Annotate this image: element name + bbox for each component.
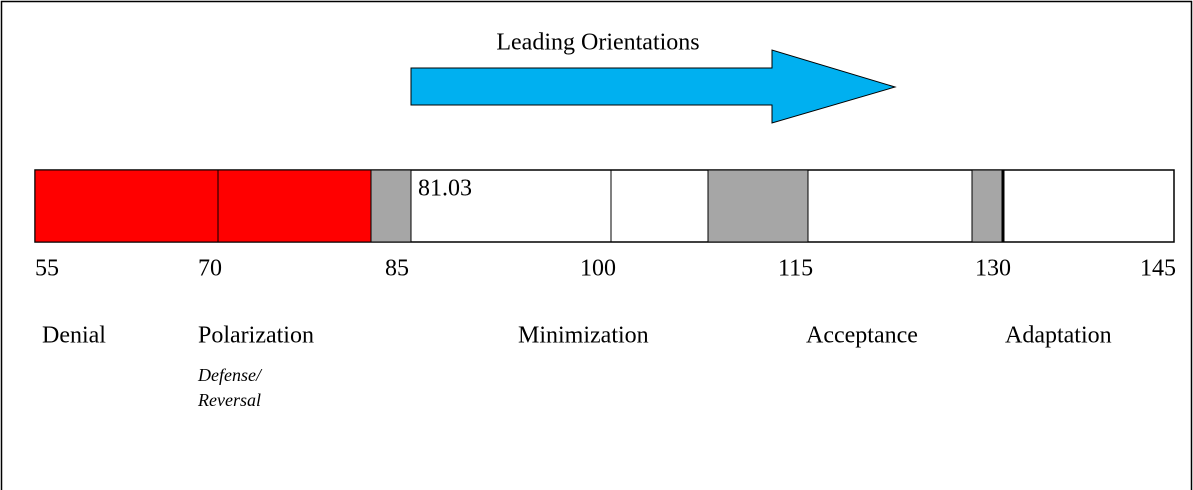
scale-label: 115: [778, 256, 813, 282]
stage-sublabel: Reversal: [197, 390, 261, 410]
arrow: [410, 49, 897, 124]
scale-label: 130: [975, 256, 1011, 282]
stage-label: Adaptation: [1005, 323, 1112, 349]
stage-label: Denial: [42, 323, 106, 349]
stage-sublabel: Defense/: [197, 365, 263, 385]
gray-region: [370, 169, 412, 243]
stage-label: Polarization: [198, 323, 314, 349]
red-region: [34, 169, 372, 243]
score: 81.03: [418, 176, 472, 202]
stage-label: Acceptance: [806, 323, 918, 349]
scale-label: 145: [1140, 256, 1176, 282]
stage-label: Minimization: [518, 323, 649, 349]
scale-label: 55: [35, 256, 59, 282]
scale-label: 85: [385, 256, 409, 282]
scale-label: 70: [198, 256, 222, 282]
scale-label: 100: [580, 256, 616, 282]
gray-region: [707, 169, 809, 243]
gray-region: [971, 169, 1004, 243]
arrow-title: Leading Orientations: [496, 30, 699, 56]
